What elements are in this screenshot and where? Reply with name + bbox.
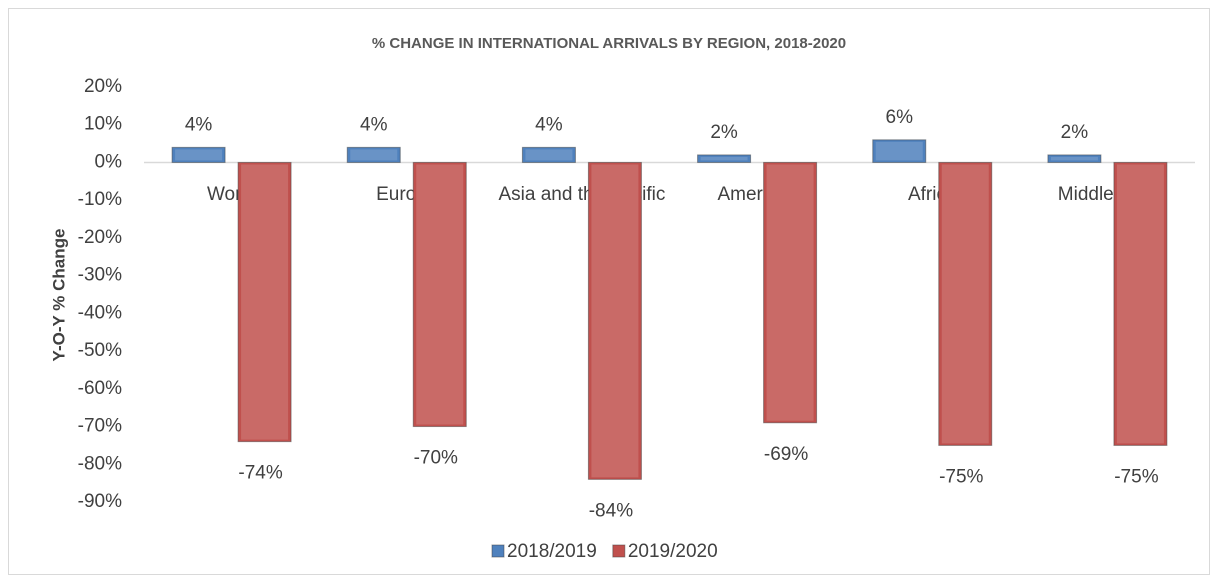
bar-highlight: [766, 164, 814, 421]
legend-label: 2018/2019: [507, 541, 597, 562]
bar-highlight: [591, 164, 639, 478]
y-axis-label: Y-O-Y % Change: [49, 229, 68, 362]
bar: [697, 154, 752, 163]
bar-highlight: [241, 164, 289, 440]
y-tick-label: -70%: [78, 416, 122, 437]
bar: [237, 161, 292, 443]
y-tick-label: -20%: [78, 227, 122, 248]
bar-highlight: [875, 141, 923, 161]
legend-label: 2019/2020: [628, 541, 718, 562]
bar: [1113, 161, 1168, 446]
bar: [521, 146, 576, 163]
value-label: -70%: [414, 448, 458, 469]
value-label: 2%: [1061, 122, 1089, 143]
y-tick-label: 20%: [84, 76, 122, 97]
bar-highlight: [1050, 156, 1098, 161]
bar-highlight: [175, 149, 223, 161]
bar-highlight: [941, 164, 989, 444]
value-label: 2%: [710, 122, 738, 143]
bar: [938, 161, 993, 446]
bar: [171, 146, 226, 163]
legend-swatch: [612, 544, 626, 558]
y-tick-label: -60%: [78, 378, 122, 399]
y-tick-label: -80%: [78, 453, 122, 474]
value-label: 6%: [886, 107, 914, 128]
bar-highlight: [416, 164, 464, 425]
bar: [587, 161, 642, 480]
bar: [412, 161, 467, 428]
bar: [872, 139, 927, 163]
y-tick-label: 10%: [84, 114, 122, 135]
value-label: -75%: [939, 466, 983, 487]
bar-highlight: [1116, 164, 1164, 444]
value-label: -75%: [1114, 466, 1158, 487]
value-label: 4%: [185, 114, 213, 135]
bar: [346, 146, 401, 163]
value-label: -69%: [764, 444, 808, 465]
bar-highlight: [700, 156, 748, 161]
y-tick-label: -90%: [78, 491, 122, 512]
legend-swatch: [491, 544, 505, 558]
value-label: 4%: [535, 114, 563, 135]
y-tick-label: -50%: [78, 340, 122, 361]
value-label: -84%: [589, 500, 633, 521]
value-label: -74%: [238, 463, 282, 484]
chart-title: % CHANGE IN INTERNATIONAL ARRIVALS BY RE…: [372, 35, 846, 52]
bar-highlight: [525, 149, 573, 161]
value-label: 4%: [360, 114, 388, 135]
bar: [1047, 154, 1102, 163]
bar-highlight: [350, 149, 398, 161]
y-tick-label: -10%: [78, 189, 122, 210]
y-tick-label: -40%: [78, 302, 122, 323]
bar: [763, 161, 818, 424]
y-tick-label: 0%: [95, 151, 123, 172]
y-tick-label: -30%: [78, 265, 122, 286]
